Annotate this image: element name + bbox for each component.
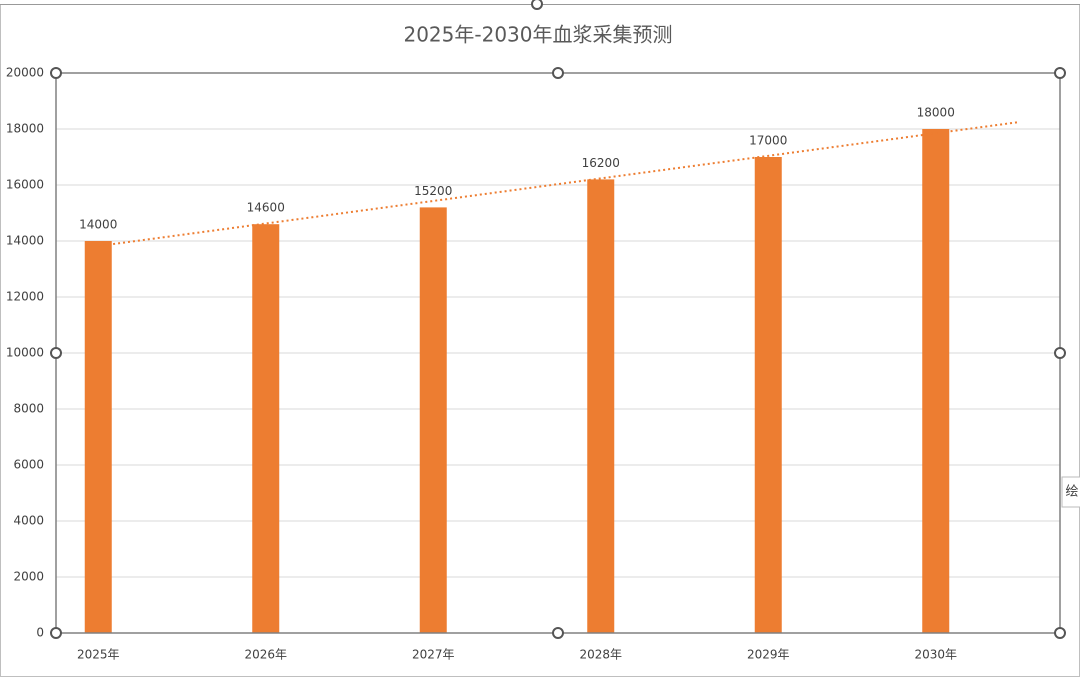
y-tick-label: 2000	[13, 570, 44, 584]
handle[interactable]	[50, 347, 62, 359]
selection-handles	[50, 0, 1066, 639]
bar	[419, 207, 447, 633]
side-tab-label: 绘	[1065, 485, 1078, 500]
x-tick-label: 2026年	[244, 648, 287, 662]
data-label: 17000	[749, 134, 787, 148]
handle[interactable]	[50, 67, 62, 79]
x-tick-label: 2030年	[914, 648, 957, 662]
x-tick-label: 2029年	[747, 648, 790, 662]
y-tick-label: 12000	[6, 290, 44, 304]
handle[interactable]	[531, 0, 543, 10]
bar	[922, 129, 950, 633]
y-tick-label: 16000	[6, 178, 44, 192]
handle[interactable]	[1054, 347, 1066, 359]
chart-title: 2025年-2030年血浆采集预测	[403, 23, 672, 47]
y-tick-label: 10000	[6, 346, 44, 360]
y-tick-label: 20000	[6, 66, 44, 80]
bar	[587, 179, 615, 633]
bar	[84, 241, 112, 633]
x-tick-label: 2025年	[77, 648, 120, 662]
x-tick-label: 2027年	[412, 648, 455, 662]
y-tick-label: 14000	[6, 234, 44, 248]
data-label: 14000	[79, 218, 117, 232]
x-tick-label: 2028年	[579, 648, 622, 662]
y-tick-label: 4000	[13, 514, 44, 528]
handle[interactable]	[552, 67, 564, 79]
handle[interactable]	[1054, 67, 1066, 79]
y-tick-label: 18000	[6, 122, 44, 136]
data-label: 18000	[917, 106, 955, 120]
handle[interactable]	[1054, 627, 1066, 639]
y-tick-label: 0	[36, 626, 44, 640]
y-tick-label: 8000	[13, 402, 44, 416]
plot-area: 0 2000 4000 6000 8000 10000 12000 14000 16000 180…	[6, 66, 1060, 662]
data-label: 15200	[414, 184, 452, 198]
bar	[252, 224, 280, 633]
y-tick-label: 6000	[13, 458, 44, 472]
data-label: 14600	[247, 201, 285, 215]
side-tab[interactable]	[1061, 476, 1080, 508]
bar	[754, 157, 782, 633]
data-label: 16200	[582, 156, 620, 170]
chart-area	[0, 4, 1080, 677]
handle[interactable]	[552, 627, 564, 639]
handle[interactable]	[50, 627, 62, 639]
